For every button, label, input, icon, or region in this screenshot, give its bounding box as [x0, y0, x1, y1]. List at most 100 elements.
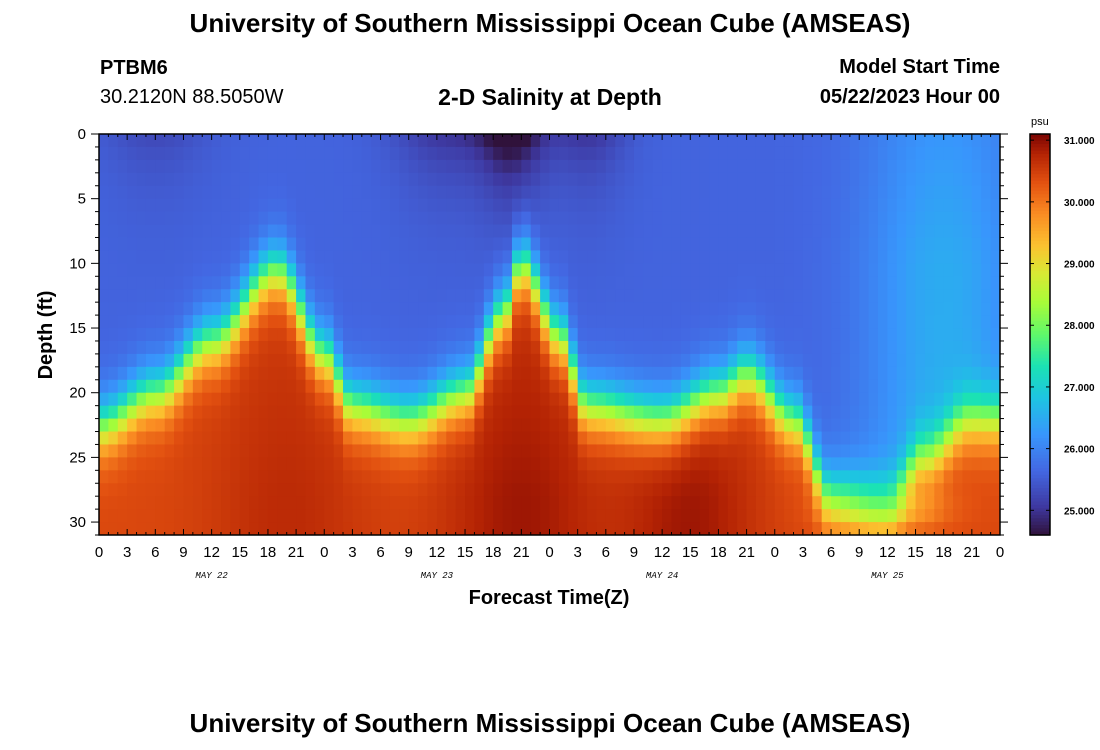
- heatmap-cell: [352, 198, 363, 213]
- heatmap-cell: [174, 522, 185, 535]
- heatmap-cell: [305, 198, 316, 213]
- heatmap-cell: [221, 431, 231, 446]
- heatmap-cell: [202, 146, 213, 161]
- heatmap-cell: [990, 198, 1000, 213]
- heatmap-cell: [671, 470, 682, 484]
- heatmap-cell: [793, 146, 804, 161]
- heatmap-cell: [540, 509, 551, 523]
- heatmap-cell: [164, 431, 175, 446]
- heatmap-cell: [755, 185, 766, 200]
- heatmap-cell: [934, 522, 945, 535]
- heatmap-cell: [962, 418, 973, 433]
- heatmap-cell: [924, 211, 935, 226]
- heatmap-cell: [352, 353, 363, 368]
- heatmap-cell: [277, 159, 288, 174]
- heatmap-cell: [662, 353, 673, 368]
- heatmap-cell: [427, 198, 438, 213]
- heatmap-cell: [755, 224, 766, 239]
- heatmap-cell: [127, 431, 138, 446]
- heatmap-cell: [549, 457, 560, 471]
- colorbar-swatch: [1030, 170, 1050, 175]
- heatmap-cell: [859, 366, 870, 381]
- heatmap-cell: [408, 172, 419, 187]
- heatmap-cell: [211, 353, 222, 368]
- heatmap-cell: [887, 146, 898, 161]
- heatmap-cell: [249, 353, 260, 368]
- heatmap-cell: [953, 392, 964, 407]
- heatmap-cell: [615, 276, 626, 290]
- heatmap-cell: [343, 353, 354, 368]
- heatmap-cell: [99, 392, 109, 407]
- heatmap-cell: [211, 237, 222, 252]
- heatmap-cell: [511, 159, 522, 174]
- heatmap-cell: [511, 276, 522, 290]
- heatmap-cell: [831, 237, 842, 252]
- heatmap-cell: [915, 315, 926, 329]
- heatmap-cell: [840, 198, 851, 213]
- heatmap-cell: [343, 315, 354, 329]
- heatmap-cell: [990, 405, 1000, 420]
- heatmap-cell: [202, 328, 213, 342]
- x-tick-label: 0: [996, 544, 1004, 561]
- heatmap-cell: [971, 353, 982, 368]
- heatmap-cell: [418, 509, 429, 523]
- heatmap-cell: [896, 522, 907, 535]
- heatmap-cell: [296, 159, 307, 174]
- heatmap-cell: [108, 509, 119, 523]
- heatmap-cell: [502, 224, 513, 239]
- heatmap-cell: [981, 405, 992, 420]
- heatmap-cell: [558, 483, 569, 497]
- heatmap-cell: [511, 185, 522, 200]
- heatmap-cell: [924, 302, 935, 316]
- heatmap-cell: [483, 237, 494, 252]
- heatmap-cell: [521, 134, 532, 148]
- heatmap-cell: [971, 470, 982, 484]
- heatmap-cell: [662, 405, 673, 420]
- heatmap-cell: [183, 483, 194, 497]
- heatmap-cell: [990, 496, 1000, 510]
- heatmap-cell: [558, 315, 569, 329]
- heatmap-cell: [662, 379, 673, 394]
- heatmap-cell: [117, 483, 128, 497]
- heatmap-cell: [877, 224, 888, 239]
- heatmap-cell: [249, 366, 260, 381]
- heatmap-cell: [859, 353, 870, 368]
- heatmap-cell: [690, 276, 701, 290]
- heatmap-cell: [202, 198, 213, 213]
- heatmap-cell: [192, 366, 203, 381]
- heatmap-cell: [934, 457, 945, 471]
- heatmap-cell: [296, 237, 307, 252]
- heatmap-cell: [371, 392, 382, 407]
- heatmap-cell: [662, 431, 673, 446]
- heatmap-cell: [192, 328, 203, 342]
- heatmap-cell: [408, 159, 419, 174]
- heatmap-cell: [596, 379, 607, 394]
- heatmap-cell: [108, 340, 119, 355]
- heatmap-cell: [155, 340, 166, 355]
- heatmap-cell: [549, 250, 560, 264]
- heatmap-cell: [849, 237, 860, 252]
- heatmap-cell: [136, 263, 147, 277]
- heatmap-cell: [690, 366, 701, 381]
- heatmap-cell: [230, 379, 241, 394]
- heatmap-cell: [906, 470, 917, 484]
- heatmap-cell: [877, 211, 888, 226]
- heatmap-cell: [802, 134, 813, 148]
- heatmap-cell: [709, 315, 720, 329]
- heatmap-cell: [249, 302, 260, 316]
- heatmap-cell: [343, 431, 354, 446]
- heatmap-cell: [887, 198, 898, 213]
- heatmap-cell: [286, 302, 297, 316]
- heatmap-cell: [267, 134, 278, 148]
- heatmap-cell: [709, 159, 720, 174]
- heatmap-cell: [446, 405, 457, 420]
- heatmap-cell: [840, 276, 851, 290]
- heatmap-cell: [671, 496, 682, 510]
- heatmap-cell: [361, 328, 372, 342]
- heatmap-cell: [239, 289, 250, 303]
- heatmap-cell: [361, 353, 372, 368]
- heatmap-cell: [436, 483, 447, 497]
- heatmap-cell: [455, 263, 466, 277]
- heatmap-cell: [709, 444, 720, 458]
